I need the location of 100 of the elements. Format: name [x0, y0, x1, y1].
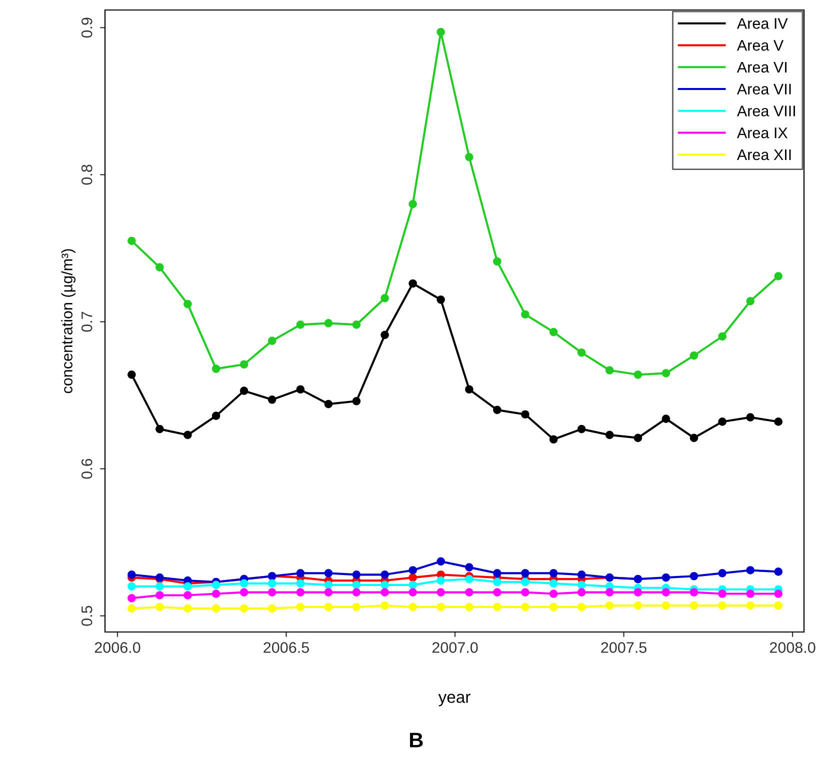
point — [408, 573, 417, 582]
point — [521, 410, 530, 419]
text: B — [410, 732, 423, 748]
point — [549, 328, 558, 336]
legend-label: Area IV — [736, 18, 788, 29]
point — [296, 602, 305, 612]
point — [127, 604, 136, 613]
point — [212, 364, 220, 373]
legend-label: Area VIII — [736, 106, 795, 116]
point — [184, 604, 192, 613]
point — [324, 319, 333, 328]
point — [577, 602, 586, 612]
point — [268, 588, 276, 596]
point — [521, 578, 530, 586]
y-axis-title: concentration (µg/m³) — [61, 249, 76, 394]
point — [605, 430, 614, 440]
point — [690, 588, 698, 596]
point — [240, 588, 248, 596]
point — [774, 601, 783, 610]
point — [577, 588, 586, 596]
point — [493, 602, 502, 612]
point — [268, 396, 276, 404]
point — [268, 336, 276, 346]
point — [324, 569, 333, 578]
point — [380, 588, 389, 596]
point — [127, 594, 136, 602]
point — [127, 236, 136, 246]
point — [408, 200, 417, 208]
y-tick-label: 0.6 — [81, 458, 92, 479]
point — [718, 418, 726, 426]
point — [296, 569, 305, 578]
point — [465, 588, 474, 596]
point — [577, 424, 586, 434]
point — [268, 579, 276, 588]
point — [718, 332, 726, 341]
point — [296, 385, 305, 394]
point — [240, 604, 248, 613]
point — [493, 578, 502, 586]
point — [240, 386, 248, 396]
point — [380, 294, 389, 302]
point — [605, 601, 614, 610]
point — [465, 152, 474, 162]
point — [184, 582, 192, 591]
y-tick-label: 0.5 — [81, 606, 92, 626]
point — [605, 588, 614, 596]
point — [690, 434, 698, 442]
point — [324, 588, 333, 596]
point — [746, 601, 754, 610]
point — [352, 570, 361, 579]
point — [774, 590, 783, 598]
point — [549, 602, 558, 612]
point — [408, 566, 417, 574]
point — [521, 569, 530, 578]
point — [352, 602, 361, 612]
point — [408, 580, 417, 590]
point — [127, 570, 136, 579]
point — [240, 360, 248, 369]
point — [212, 590, 220, 598]
point — [436, 588, 445, 596]
x-tick-label: 2006.5 — [264, 642, 309, 653]
x-tick-label: 2006.0 — [94, 642, 140, 653]
point — [493, 257, 502, 266]
point — [156, 263, 164, 272]
x-tick-label: 2007.5 — [601, 642, 646, 653]
point — [324, 602, 333, 612]
point — [746, 590, 754, 598]
point — [746, 296, 754, 306]
point — [634, 588, 642, 596]
point — [549, 569, 558, 578]
legend-label: Area IX — [736, 128, 788, 138]
point — [549, 435, 558, 444]
point — [549, 590, 558, 598]
point — [465, 563, 474, 572]
point — [324, 400, 333, 408]
point — [746, 413, 754, 422]
legend-label: Area XII — [736, 149, 791, 160]
point — [380, 601, 389, 610]
point — [352, 588, 361, 596]
y-tick-label: 0.8 — [81, 164, 92, 185]
point — [296, 588, 305, 596]
point — [408, 588, 417, 596]
point — [352, 580, 361, 590]
point — [718, 601, 726, 610]
point — [662, 573, 670, 582]
point — [690, 601, 698, 610]
point — [718, 590, 726, 598]
point — [408, 602, 417, 612]
point — [690, 351, 698, 360]
point — [662, 369, 670, 378]
point — [493, 569, 502, 578]
point — [184, 591, 192, 600]
x-axis-title: year — [438, 694, 470, 706]
point — [577, 580, 586, 590]
point — [436, 602, 445, 612]
point — [521, 310, 530, 319]
point — [212, 604, 220, 613]
y-tick-label: 0.7 — [81, 312, 92, 332]
point — [127, 582, 136, 591]
point — [436, 28, 445, 36]
point — [380, 580, 389, 590]
